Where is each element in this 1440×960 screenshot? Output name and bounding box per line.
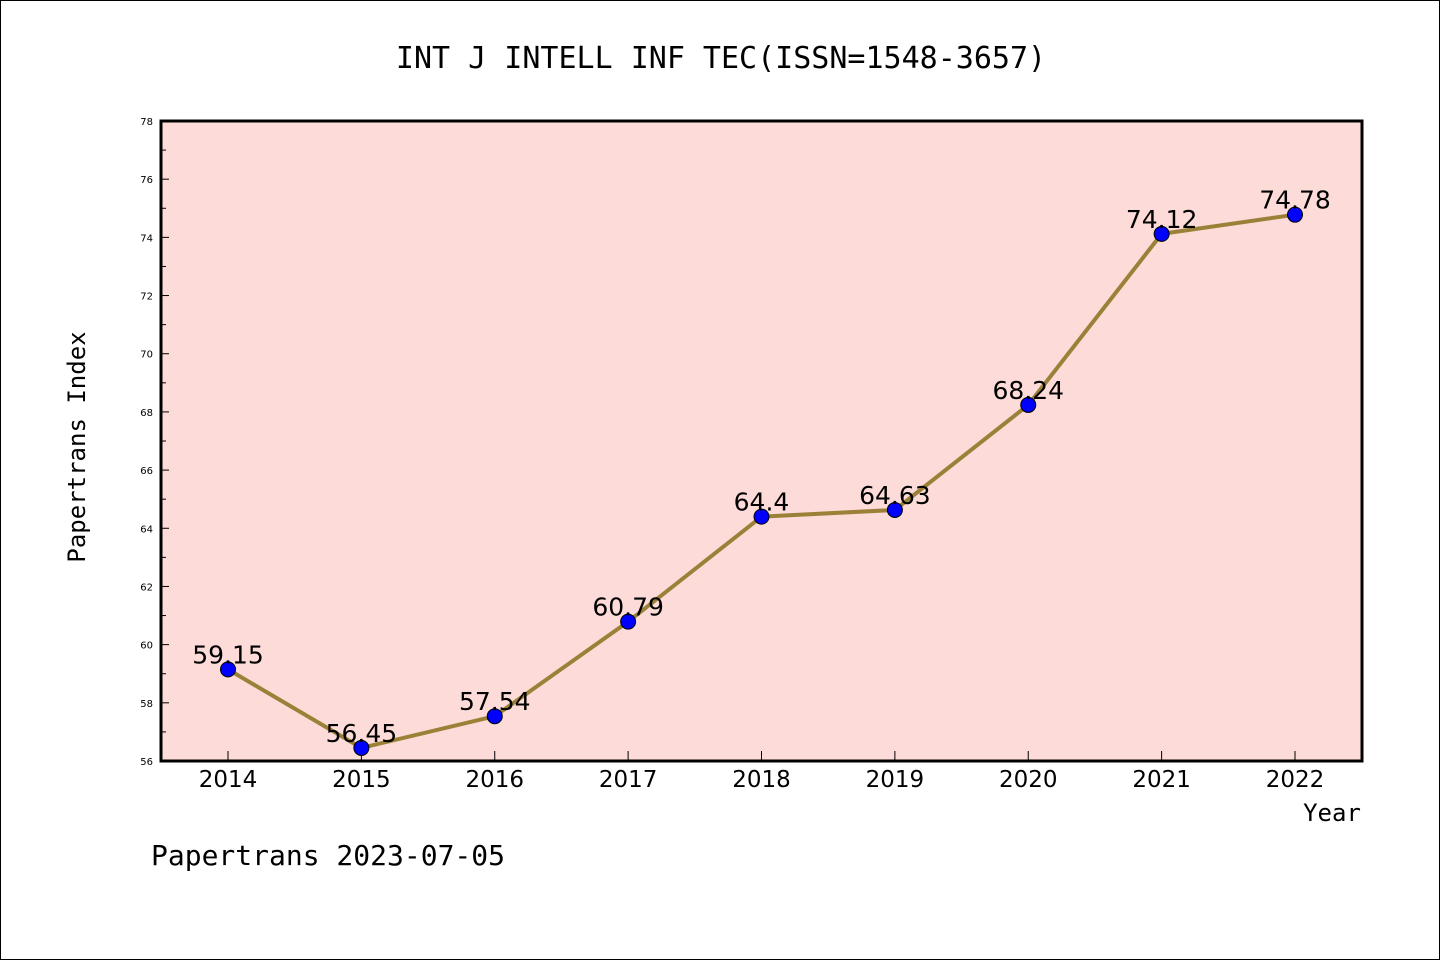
y-tick-label: 76 [140, 175, 153, 186]
chart-title: INT J INTELL INF TEC(ISSN=1548-3657) [396, 41, 1046, 76]
data-point [886, 501, 903, 518]
data-label: 64.4 [734, 488, 790, 517]
y-tick-label: 70 [140, 350, 153, 361]
x-axis: 2014 2015 2016 2017 2018 2019 2020 2021 2022 [199, 751, 1325, 793]
data-point [1020, 396, 1037, 413]
x-axis-label: Year [1303, 799, 1361, 827]
y-tick-label: 62 [140, 582, 153, 593]
x-tick-label: 2016 [465, 767, 524, 793]
y-tick-label: 64 [140, 524, 153, 535]
y-tick-label: 72 [140, 292, 153, 303]
x-tick-label: 2019 [866, 767, 925, 793]
data-label: 60.79 [592, 593, 664, 622]
data-label: 56.45 [326, 719, 398, 748]
data-label: 59.15 [192, 640, 264, 669]
footer-text: Papertrans 2023-07-05 [151, 839, 505, 872]
y-tick-label: 74 [140, 233, 153, 244]
data-label: 74.78 [1259, 186, 1331, 215]
data-label: 64.63 [859, 481, 931, 510]
x-tick-label: 2015 [332, 767, 391, 793]
data-point [753, 508, 770, 525]
y-tick-label: 78 [140, 117, 153, 128]
data-point [486, 708, 503, 725]
y-tick-label: 66 [140, 466, 153, 477]
data-point [1287, 206, 1303, 223]
x-tick-label: 2021 [1132, 767, 1191, 793]
data-point [620, 613, 637, 630]
x-tick-label: 2014 [199, 767, 258, 793]
data-point [220, 661, 236, 678]
data-label: 74.12 [1126, 205, 1198, 234]
x-tick-label: 2020 [999, 767, 1058, 793]
y-tick-label: 68 [140, 408, 153, 419]
data-point [353, 739, 370, 756]
y-tick-label: 60 [140, 641, 153, 652]
x-tick-label: 2017 [599, 767, 658, 793]
plot-border [159, 119, 1364, 763]
data-label: 68.24 [992, 376, 1064, 405]
y-tick-label: 56 [140, 757, 153, 768]
series-layer: 59.15 56.45 57.54 60.79 64.4 64.63 68.24 74.12 7… [192, 186, 1331, 756]
x-tick-label: 2018 [732, 767, 791, 793]
x-tick-label: 2022 [1266, 767, 1325, 793]
data-label: 57.54 [459, 687, 531, 716]
data-point [1153, 225, 1170, 242]
y-axis-label: Papertrans Index [63, 331, 91, 562]
y-tick-label: 58 [140, 699, 153, 710]
